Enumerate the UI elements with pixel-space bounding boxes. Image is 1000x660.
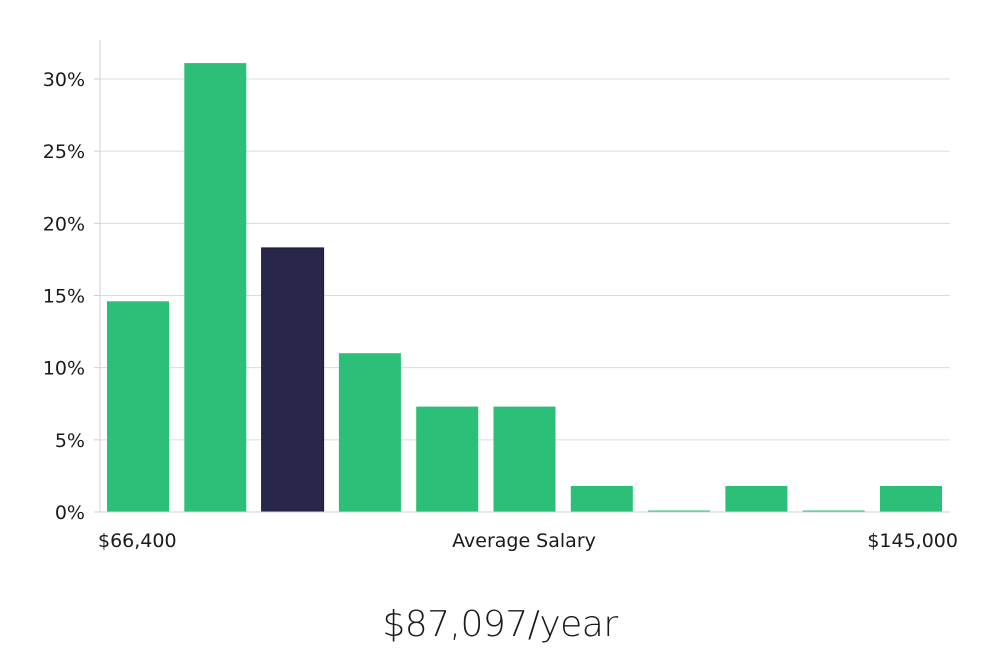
salary-distribution-chart: 0% 5% 10% 15% 20% 25% 30% $66,400 Average Sala… [43,40,958,552]
x-max-label: $145,000 [867,530,958,552]
x-min-label: $66,400 [98,530,177,552]
y-tick-label: 5% [55,430,85,452]
y-tick-label: 25% [43,141,85,163]
bar [184,63,247,512]
bar [570,486,633,512]
bar [880,486,942,512]
bar [493,406,556,512]
y-tick-label: 10% [43,358,85,380]
y-tick-label: 30% [43,69,85,91]
y-tick-label: 20% [43,213,85,235]
bars [107,63,942,513]
y-tick-label: 0% [55,502,85,524]
x-axis-label: Average Salary [452,530,596,552]
bar [338,353,401,512]
bar [107,301,169,512]
bar [416,406,479,512]
y-tick-label: 15% [43,286,85,308]
bar-highlighted [261,247,325,513]
bar [802,510,865,512]
y-tick-labels: 0% 5% 10% 15% 20% 25% 30% [43,69,85,524]
average-salary-display: $87,097/year [382,604,618,645]
bar [725,486,788,512]
axes [94,40,950,513]
bar [648,510,711,512]
